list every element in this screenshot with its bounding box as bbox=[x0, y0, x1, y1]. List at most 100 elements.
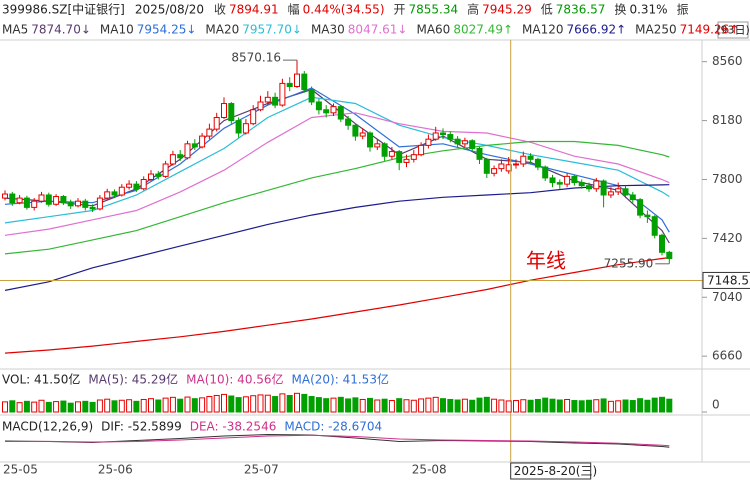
candle-body bbox=[345, 118, 352, 126]
ma-line bbox=[4, 88, 670, 244]
candle-body bbox=[16, 197, 23, 204]
candle-body bbox=[410, 154, 417, 160]
label: 开 bbox=[394, 3, 406, 17]
candle-body bbox=[140, 178, 147, 190]
volume-bar bbox=[23, 400, 30, 413]
volume-bar bbox=[264, 394, 271, 413]
candle-body bbox=[38, 194, 45, 202]
candle-body bbox=[45, 194, 52, 205]
x-tick-label: 25-06 bbox=[98, 463, 133, 477]
candle-body bbox=[607, 191, 614, 196]
label: 7666.92↑ bbox=[566, 23, 626, 37]
volume-bar bbox=[89, 401, 96, 413]
volume-bar bbox=[294, 392, 300, 413]
candle-body bbox=[162, 163, 169, 177]
candle-body bbox=[651, 216, 658, 236]
volume-bar bbox=[637, 398, 644, 413]
candle-body bbox=[250, 109, 257, 125]
volume-bar bbox=[315, 397, 322, 413]
candle-body bbox=[396, 151, 403, 163]
label: 8027.49↑ bbox=[453, 23, 513, 37]
y-tick-label: 7040 bbox=[712, 290, 743, 304]
candle-body bbox=[111, 191, 118, 196]
volume-bar bbox=[469, 399, 476, 413]
candle-body bbox=[432, 132, 439, 140]
label: MA120 bbox=[522, 23, 563, 37]
candle-body bbox=[82, 200, 89, 208]
volume-bar bbox=[622, 399, 629, 413]
volume-bar bbox=[607, 400, 614, 413]
candle-body bbox=[381, 143, 388, 157]
candle-body bbox=[60, 196, 67, 204]
candle-body bbox=[615, 188, 622, 193]
candle-body bbox=[374, 143, 381, 148]
volume-bar bbox=[206, 396, 213, 413]
volume-bar bbox=[199, 397, 206, 413]
volume-bar bbox=[9, 400, 16, 413]
volume-bar bbox=[301, 393, 308, 413]
candle-body bbox=[206, 128, 213, 137]
candle-body bbox=[184, 143, 191, 159]
volume-bar bbox=[286, 394, 293, 413]
volume-bar bbox=[228, 395, 235, 413]
candle-body bbox=[578, 182, 585, 187]
period[interactable]: (93日) bbox=[716, 24, 750, 37]
candle-body bbox=[221, 103, 227, 118]
candle-body bbox=[279, 82, 286, 106]
volume-bar bbox=[53, 401, 60, 413]
candle-body bbox=[388, 151, 395, 157]
candle-body bbox=[461, 140, 468, 145]
candle-body bbox=[286, 82, 293, 87]
period-box[interactable] bbox=[717, 21, 749, 39]
candle-body bbox=[9, 193, 16, 204]
candle-body bbox=[301, 73, 308, 91]
volume-bar bbox=[527, 399, 534, 413]
candle-body bbox=[31, 200, 38, 208]
candle-body bbox=[564, 175, 571, 185]
volume-bar bbox=[337, 396, 344, 413]
volume-bar bbox=[67, 402, 74, 413]
label: MA20 bbox=[205, 23, 239, 37]
volume-bar bbox=[461, 398, 468, 413]
volume-bar bbox=[45, 401, 52, 413]
label: MA30 bbox=[311, 23, 345, 37]
volume-bar bbox=[498, 399, 505, 413]
volume-bar bbox=[96, 399, 103, 413]
label: 0.31% bbox=[629, 3, 667, 17]
label: 7855.34 bbox=[409, 3, 459, 17]
volume-bar bbox=[454, 399, 461, 413]
candle-body bbox=[498, 163, 505, 170]
x-tick-label: 2025-8-20(三) bbox=[514, 464, 597, 478]
ma-line bbox=[4, 96, 670, 224]
volume-bar bbox=[111, 400, 118, 413]
label: 振 bbox=[677, 3, 689, 17]
candle-body bbox=[513, 163, 519, 166]
volume-bar bbox=[359, 398, 366, 413]
volume-bar bbox=[447, 398, 454, 413]
candle-body bbox=[96, 197, 103, 210]
crosshair-box bbox=[702, 271, 750, 289]
candle-body bbox=[483, 158, 490, 174]
volume-bar bbox=[126, 399, 133, 413]
volume-bar bbox=[418, 398, 425, 413]
candle-body bbox=[403, 158, 410, 163]
candle-body bbox=[272, 96, 279, 106]
volume-bar bbox=[381, 398, 388, 413]
volume-bar bbox=[75, 401, 81, 413]
volume-bar bbox=[374, 399, 381, 413]
volume-bar bbox=[629, 400, 636, 413]
candle-body bbox=[527, 155, 534, 160]
volume-bar bbox=[104, 398, 111, 413]
candle-body bbox=[199, 135, 206, 148]
candle-body bbox=[257, 101, 264, 111]
candle-body bbox=[133, 183, 140, 190]
volume-bar bbox=[578, 400, 585, 413]
volume-bar bbox=[272, 396, 279, 413]
candle-body bbox=[228, 103, 235, 122]
y-tick-label: 6660 bbox=[712, 349, 743, 363]
volume-bar bbox=[140, 398, 147, 413]
label: 收 bbox=[214, 3, 226, 17]
candle-body bbox=[169, 154, 176, 165]
label: MA(20): 41.53亿 bbox=[292, 372, 389, 387]
volume-bar bbox=[352, 397, 359, 413]
